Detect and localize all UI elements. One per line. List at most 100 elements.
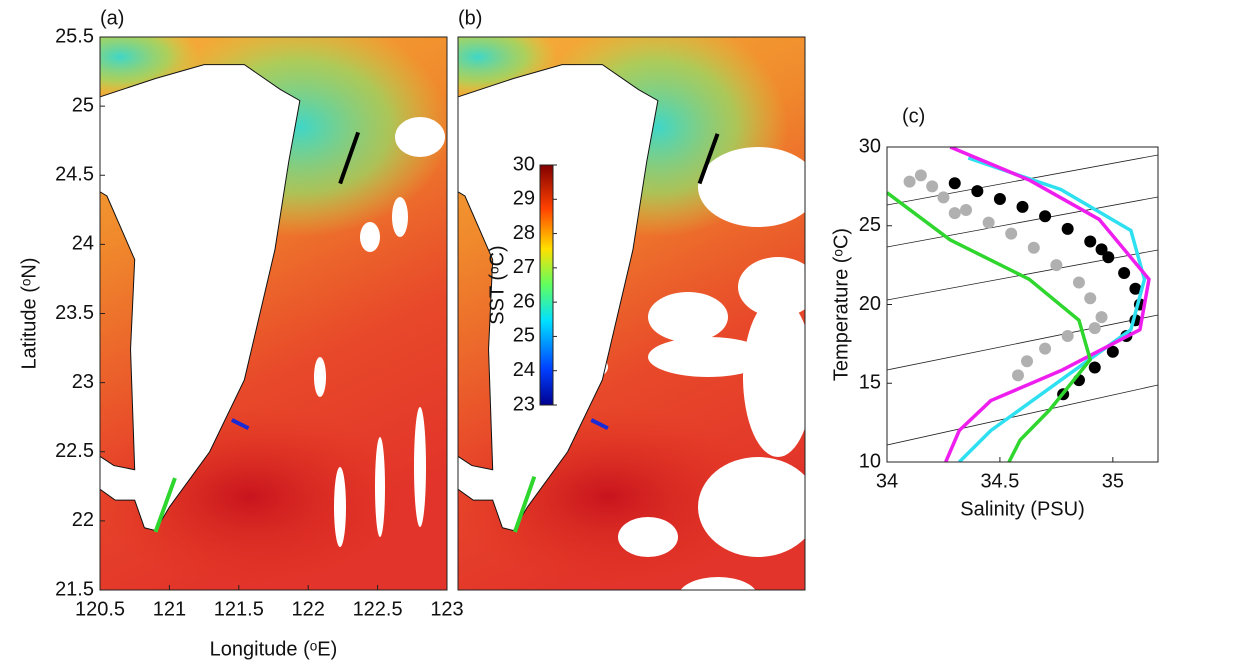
cloud-mask: [698, 457, 805, 557]
cloud-mask: [618, 517, 678, 557]
isopycnal: [887, 314, 1158, 371]
data-point: [960, 204, 973, 216]
y-tick-label: 22: [72, 509, 94, 531]
plot-area: [887, 147, 1158, 462]
data-point: [1011, 369, 1024, 382]
transect: [230, 418, 250, 431]
cloud-mask: [698, 147, 805, 227]
cloud-mask: [648, 337, 768, 377]
transect: [153, 477, 177, 533]
data-point: [1072, 276, 1085, 289]
y-axis-label: Latitude (ᵒN): [18, 257, 40, 369]
data-point: [948, 177, 961, 190]
data-point: [1039, 342, 1052, 355]
y-tick-label: 24.5: [55, 164, 94, 186]
panel-label: (b): [458, 7, 482, 29]
x-axis-label: Longitude (ᵒE): [210, 638, 338, 660]
data-point: [937, 191, 950, 204]
x-tick-label: 122: [292, 598, 325, 620]
cloud-mask: [395, 117, 445, 157]
cloud-mask: [360, 222, 380, 252]
x-axis-label: Salinity (PSU): [960, 498, 1084, 520]
data-point: [914, 169, 927, 182]
y-tick-label: 21.5: [55, 578, 94, 600]
map-image: [100, 37, 447, 590]
cloud-mask: [743, 297, 805, 457]
x-tick-label: 121.5: [214, 598, 264, 620]
profile-line: [944, 147, 1151, 462]
profile-line: [958, 156, 1147, 462]
panel-label: (a): [100, 7, 124, 29]
x-tick-label: 121: [153, 598, 186, 620]
isopycnal: [887, 154, 1158, 206]
data-point: [1088, 361, 1101, 374]
data-point: [1084, 292, 1097, 305]
colorbar-tick-label: 28: [513, 222, 535, 244]
data-point: [971, 185, 984, 198]
colorbar-tick-label: 26: [513, 290, 535, 312]
colorbar-tick-label: 23: [513, 393, 535, 415]
cloud-mask: [648, 292, 728, 342]
cloud-mask: [375, 437, 385, 537]
map-frame: [457, 36, 806, 591]
cloud-mask: [738, 257, 805, 317]
data-point: [1102, 251, 1115, 264]
y-tick-label: 24: [72, 233, 94, 255]
data-point: [1050, 259, 1063, 272]
data-point: [1088, 322, 1101, 335]
cloud-mask: [314, 357, 326, 397]
y-tick-label: 25: [859, 214, 881, 236]
x-tick-label: 34.5: [980, 470, 1019, 492]
colorbar-tick-label: 25: [513, 325, 535, 347]
colorbar: [539, 164, 554, 406]
data-point: [903, 175, 916, 188]
data-point: [1106, 345, 1119, 358]
y-tick-label: 25.5: [55, 25, 94, 47]
transect: [697, 133, 720, 185]
transect: [513, 475, 537, 533]
x-tick-label: 122.5: [353, 598, 403, 620]
data-point: [1129, 282, 1142, 295]
cloud-mask: [680, 577, 756, 590]
y-tick-label: 30: [859, 135, 881, 157]
colorbar-tick-label: 29: [513, 188, 535, 210]
y-tick-label: 25: [72, 94, 94, 116]
data-point: [1095, 311, 1108, 324]
y-axis-label: Temperature (ᵒC): [830, 228, 852, 381]
y-tick-label: 23: [72, 371, 94, 393]
data-point: [948, 207, 961, 220]
x-tick-label: 123: [430, 598, 463, 620]
data-point: [926, 180, 939, 193]
data-point: [1061, 222, 1074, 235]
data-point: [993, 192, 1006, 205]
panel-label: (c): [902, 105, 925, 127]
coastline: [100, 64, 301, 532]
data-point: [1095, 243, 1108, 256]
cloud-mask: [392, 197, 408, 237]
y-tick-label: 22.5: [55, 440, 94, 462]
coastline: [458, 64, 659, 532]
x-tick-label: 35: [1102, 470, 1124, 492]
transect: [338, 131, 361, 185]
colorbar-tick-label: 30: [513, 153, 535, 175]
transect: [590, 418, 609, 431]
data-point: [1118, 267, 1131, 279]
map-image: [458, 37, 805, 590]
cloud-mask: [414, 407, 426, 527]
y-tick-label: 10: [859, 450, 881, 472]
data-point: [1016, 200, 1029, 213]
colorbar-tick-label: 27: [513, 256, 535, 278]
cloud-mask: [334, 467, 346, 547]
data-point: [1039, 210, 1052, 223]
y-tick-label: 15: [859, 372, 881, 394]
y-tick-label: 23.5: [55, 302, 94, 324]
data-point: [1005, 227, 1018, 240]
isopycnal: [887, 384, 1158, 446]
x-tick-label: 120.5: [75, 598, 125, 620]
data-point: [982, 216, 995, 229]
data-point: [1084, 235, 1097, 248]
profile-line: [887, 191, 1092, 462]
data-point: [1061, 330, 1074, 342]
data-point: [1027, 241, 1040, 254]
